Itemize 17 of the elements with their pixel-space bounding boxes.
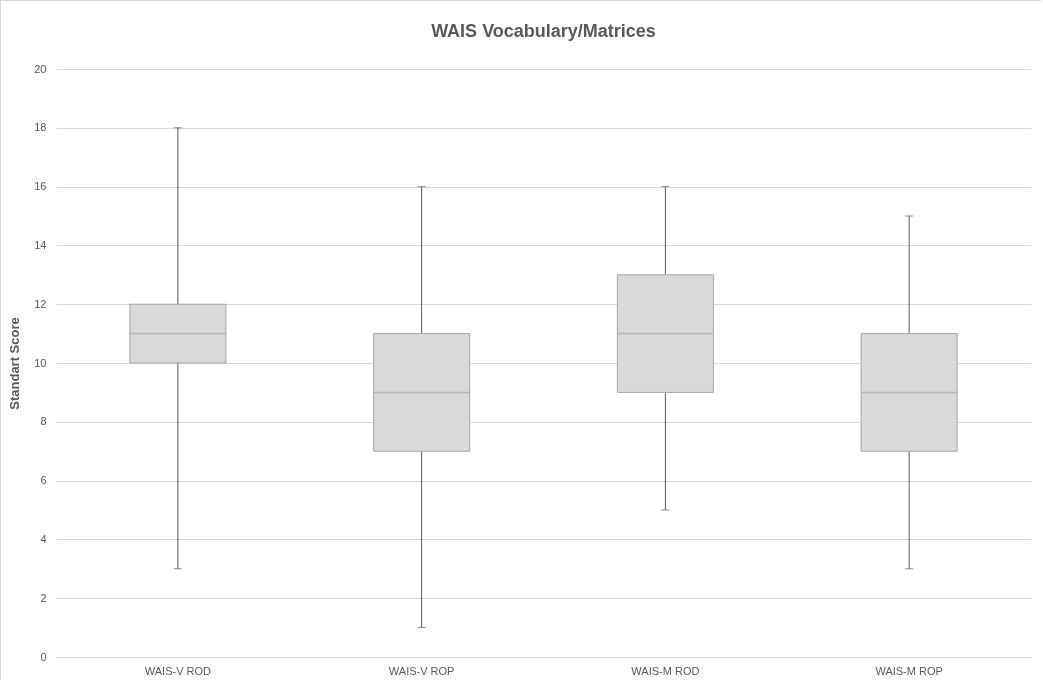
y-tick-label: 8 bbox=[40, 415, 47, 428]
y-tick-label: 18 bbox=[34, 121, 47, 134]
y-tick-label: 6 bbox=[40, 474, 47, 487]
y-tick-label: 2 bbox=[40, 591, 47, 604]
y-tick-label: 14 bbox=[34, 238, 47, 251]
y-axis-title: Standart Score bbox=[7, 317, 23, 410]
y-tick-label: 12 bbox=[34, 297, 47, 310]
y-tick-label: 4 bbox=[40, 532, 47, 545]
y-tick-label: 10 bbox=[34, 356, 47, 369]
chart-title: WAIS Vocabulary/Matrices bbox=[431, 21, 656, 41]
x-tick-label: WAIS-M ROP bbox=[875, 664, 943, 677]
y-tick-label: 0 bbox=[40, 650, 47, 663]
y-tick-label: 16 bbox=[34, 180, 47, 193]
x-tick-label: WAIS-V ROD bbox=[144, 664, 212, 677]
x-tick-label: WAIS-M ROD bbox=[631, 664, 700, 677]
y-tick-label: 20 bbox=[34, 62, 47, 75]
x-tick-label: WAIS-V ROP bbox=[388, 664, 455, 677]
